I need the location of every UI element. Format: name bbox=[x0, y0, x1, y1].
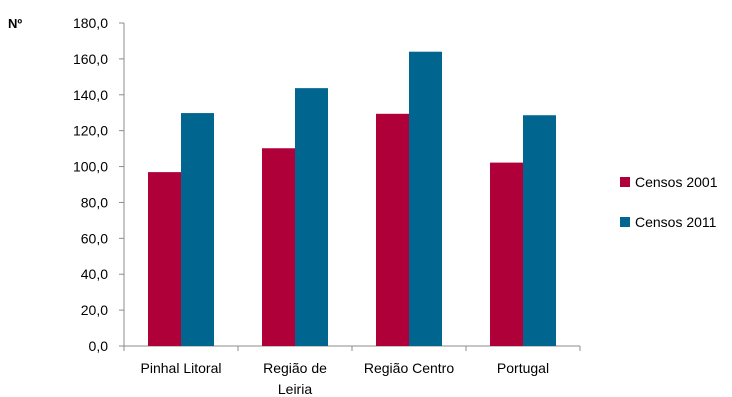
bar-censos-2001 bbox=[490, 162, 523, 346]
x-axis: Pinhal Litoral Região de Leiria Região Cent… bbox=[123, 345, 581, 397]
x-category-label-line: Leiria bbox=[278, 381, 312, 397]
bar-censos-2011 bbox=[409, 51, 442, 346]
y-tick-label: 120,0 bbox=[73, 123, 108, 139]
y-tick-label: 60,0 bbox=[81, 230, 108, 246]
x-category-label-line: Região de bbox=[263, 360, 327, 376]
y-tick-label: 160,0 bbox=[73, 51, 108, 67]
bar-censos-2001 bbox=[148, 172, 181, 346]
y-axis: 0,0 20,0 40,0 60,0 80,0 100,0 120,0 140,0 160,0 1… bbox=[73, 15, 125, 354]
bar-censos-2001 bbox=[262, 148, 295, 346]
x-category-label: Região Centro bbox=[364, 360, 454, 376]
x-category-label-line: Região Centro bbox=[364, 360, 454, 376]
x-category-label-line: Pinhal Litoral bbox=[141, 360, 222, 376]
y-tick-label: 100,0 bbox=[73, 159, 108, 175]
legend-label: Censos 2011 bbox=[635, 214, 717, 230]
x-category-label: Pinhal Litoral bbox=[141, 360, 222, 376]
y-unit-label: Nº bbox=[8, 16, 22, 31]
y-tick-label: 180,0 bbox=[73, 15, 108, 31]
x-category-label-line: Portugal bbox=[497, 360, 549, 376]
y-tick-label: 20,0 bbox=[81, 302, 108, 318]
legend: Censos 2001 Censos 2011 bbox=[620, 174, 718, 230]
legend-swatch bbox=[620, 217, 630, 227]
legend-label: Censos 2001 bbox=[635, 174, 718, 190]
y-tick-label: 80,0 bbox=[81, 194, 108, 210]
x-category-label: Portugal bbox=[497, 360, 549, 376]
bars bbox=[148, 51, 556, 347]
bar-censos-2011 bbox=[523, 115, 556, 347]
y-tick-label: 40,0 bbox=[81, 266, 108, 282]
bar-censos-2011 bbox=[295, 88, 328, 346]
bar-censos-2001 bbox=[376, 113, 409, 346]
y-tick-label: 140,0 bbox=[73, 87, 108, 103]
y-tick-label: 0,0 bbox=[89, 338, 109, 354]
legend-swatch bbox=[620, 177, 630, 187]
bar-censos-2011 bbox=[181, 113, 214, 346]
x-category-label: Região de Leiria bbox=[263, 360, 327, 397]
